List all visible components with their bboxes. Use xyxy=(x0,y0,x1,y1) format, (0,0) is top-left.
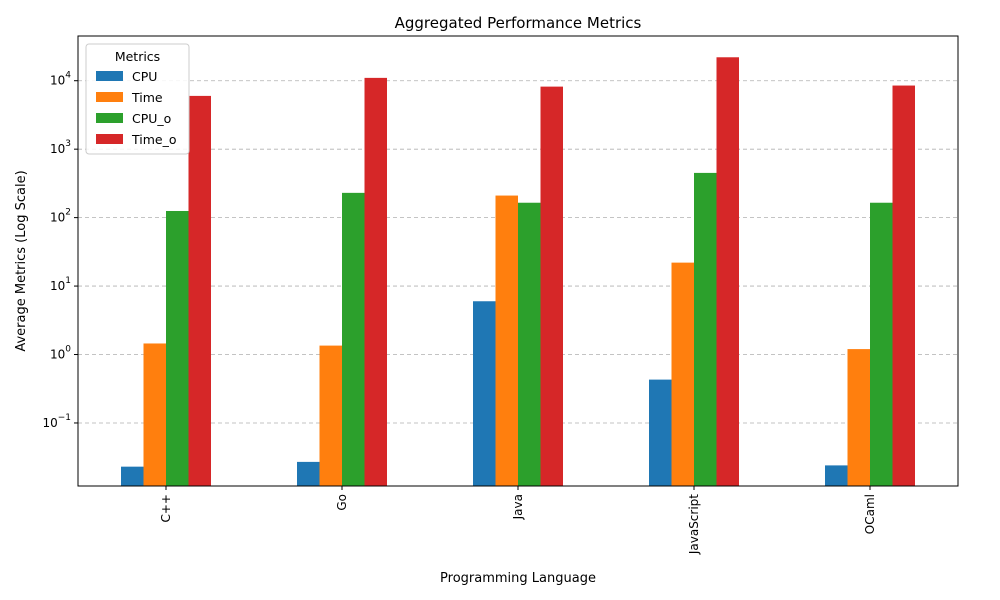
bar-cpu-o-go xyxy=(342,192,365,486)
y-axis-label: Average Metrics (Log Scale) xyxy=(14,170,29,351)
y-tick-label: 101 xyxy=(50,276,71,293)
bar-time-o-javascript xyxy=(716,57,739,486)
legend-label: Time_o xyxy=(131,132,177,147)
legend-swatch xyxy=(96,113,123,123)
legend-label: CPU_o xyxy=(132,111,171,126)
bar-time-javascript xyxy=(671,262,694,486)
x-tick-label: Go xyxy=(335,494,349,511)
bar-time-o-go xyxy=(364,77,387,487)
bar-time-o-cpp xyxy=(188,95,211,486)
x-tick-label: Java xyxy=(511,494,525,520)
bar-cpu-o-cpp xyxy=(166,210,189,486)
legend-title: Metrics xyxy=(115,49,160,64)
bar-time-java xyxy=(495,195,518,486)
legend: Metrics CPU Time CPU_o Time_o xyxy=(85,43,190,155)
x-tick-label: OCaml xyxy=(863,494,877,534)
y-tick-label: 102 xyxy=(50,208,71,225)
bar-cpu-go xyxy=(297,461,320,486)
y-axis: 10−1 100 101 102 103 104 xyxy=(42,71,78,430)
legend-swatch xyxy=(96,134,123,144)
bars-layer xyxy=(121,57,915,487)
y-tick-label: 10−1 xyxy=(42,413,71,430)
x-tick-label: JavaScript xyxy=(687,494,701,555)
legend-swatch xyxy=(96,92,123,102)
x-tick-label: C++ xyxy=(159,494,173,523)
chart-title: Aggregated Performance Metrics xyxy=(395,14,642,32)
legend-swatch xyxy=(96,71,123,81)
bar-time-go xyxy=(319,345,342,486)
legend-label: CPU xyxy=(132,69,157,84)
bar-cpu-o-java xyxy=(518,202,541,486)
bar-cpu-cpp xyxy=(121,466,144,486)
y-tick-label: 100 xyxy=(50,345,71,362)
legend-items: CPU Time CPU_o Time_o xyxy=(96,69,177,147)
x-axis-label: Programming Language xyxy=(440,571,596,586)
legend-label: Time xyxy=(131,90,163,105)
bar-time-o-java xyxy=(540,86,563,487)
bar-cpu-java xyxy=(473,301,496,486)
bar-time-cpp xyxy=(143,343,166,486)
x-axis: C++ Go Java JavaScript OCaml xyxy=(159,486,877,555)
bar-cpu-o-javascript xyxy=(694,172,717,487)
bar-cpu-ocaml xyxy=(825,465,848,486)
y-tick-label: 103 xyxy=(50,139,71,156)
bar-time-ocaml xyxy=(847,349,870,486)
bar-time-o-ocaml xyxy=(892,85,915,487)
bar-cpu-javascript xyxy=(649,379,672,486)
y-tick-label: 104 xyxy=(50,71,71,88)
bar-cpu-o-ocaml xyxy=(870,202,893,486)
